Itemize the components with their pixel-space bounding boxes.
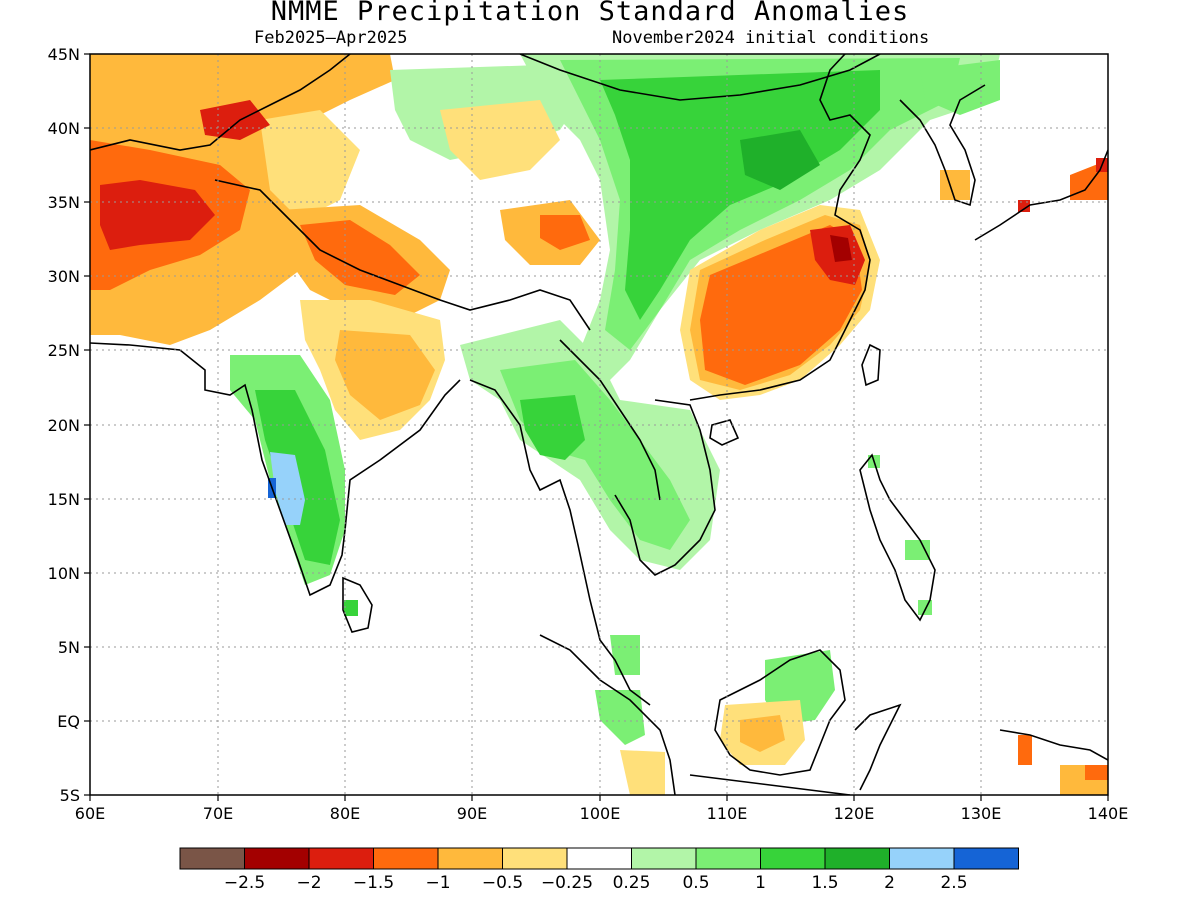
lat-tick-labels: 45N 40N 35N 30N 25N 20N 15N 10N 5N EQ 5S [48, 45, 80, 805]
border-central-asia [90, 54, 351, 151]
colorbar-swatch [631, 847, 697, 870]
forecast-period: Feb2025–Apr2025 [254, 28, 408, 48]
map-title: NMME Precipitation Standard Anomalies [270, 0, 910, 27]
region-india-west-blue [270, 452, 305, 525]
lon-tick-label: 140E [1088, 804, 1129, 823]
region-north-china-dark [740, 130, 820, 190]
lat-tick-label: 25N [48, 341, 80, 360]
coastline-korea [899, 84, 986, 207]
coastline-japan [974, 149, 1108, 241]
coastline-bay-of-bengal-east [469, 379, 651, 706]
colorbar-swatch [953, 847, 1019, 870]
lon-tick-label: 60E [75, 804, 105, 823]
colorbar-swatch [308, 847, 374, 870]
coastline-sulawesi [854, 703, 902, 791]
colorbar-swatch [824, 847, 890, 870]
colorbar-label: −0.5 [482, 873, 523, 893]
coastline-philippines [859, 453, 936, 622]
region-central-india-dry [335, 330, 435, 420]
initial-conditions: November2024 initial conditions [612, 28, 930, 48]
coastline-sumatra [539, 634, 676, 795]
region-sumatra-dry [620, 750, 665, 795]
lat-tick-label: 20N [48, 416, 80, 435]
colorbar-label: −2 [296, 873, 321, 893]
colorbar: −2.5 −2 −1.5 −1 −0.5 −0.25 0.25 0.5 1 1.5 2 2.5 [179, 847, 1019, 893]
coastline-new-guinea [999, 729, 1108, 761]
colorbar-label: −0.25 [541, 873, 593, 893]
lat-tick-label: 10N [48, 564, 80, 583]
colorbar-swatch [244, 847, 310, 870]
lat-tick-label: EQ [57, 712, 80, 731]
colorbar-swatch [373, 847, 439, 870]
colorbar-label: 0.25 [613, 873, 651, 893]
colorbar-label: −2.5 [224, 873, 265, 893]
coastline-java [689, 774, 851, 795]
region-korea-japan-dry [940, 170, 970, 200]
lat-tick-label: 35N [48, 193, 80, 212]
colorbar-label: 1.5 [811, 873, 838, 893]
lat-tick-label: 30N [48, 267, 80, 286]
lat-tick-label: 5N [58, 638, 80, 657]
lat-tick-label: 40N [48, 119, 80, 138]
region-north-china-core [600, 70, 880, 320]
lat-tick-label: 15N [48, 490, 80, 509]
coastline-sri-lanka [342, 576, 373, 633]
lon-tick-label: 120E [834, 804, 875, 823]
lon-tick-labels: 60E 70E 80E 90E 100E 110E 120E 130E 140E [75, 804, 1129, 823]
lon-tick-label: 130E [961, 804, 1002, 823]
region-myanmar-core [520, 395, 585, 460]
lon-tick-label: 110E [707, 804, 748, 823]
gridlines [90, 54, 1108, 795]
region-malaya-wet [610, 635, 640, 675]
lon-tick-label: 90E [457, 804, 487, 823]
coastline-borneo [714, 649, 846, 776]
coastline-india [90, 342, 461, 597]
colorbar-swatch [179, 847, 245, 870]
lat-tick-label: 5S [60, 786, 80, 805]
region-tibet-light-yellow [440, 100, 560, 180]
colorbar-swatch [502, 847, 568, 870]
coastline-indochina [614, 399, 716, 576]
lon-tick-label: 100E [580, 804, 621, 823]
region-sumatra-wet [595, 690, 645, 745]
border-china-mongolia [519, 54, 881, 101]
region-korea-wet [920, 60, 1000, 115]
colorbar-label: 1 [755, 873, 766, 893]
region-tibet-orange [540, 215, 590, 250]
coastline-china [689, 54, 871, 401]
coastline-taiwan [861, 343, 881, 387]
anomaly-field [90, 54, 1108, 795]
colorbar-label: −1 [425, 873, 450, 893]
region-sri-lanka-wet [344, 600, 358, 616]
colorbar-label: 2.5 [940, 873, 967, 893]
lon-tick-label: 80E [330, 804, 360, 823]
region-borneo-dry-core [740, 715, 785, 752]
colorbar-label: 0.5 [682, 873, 709, 893]
colorbar-label: 2 [884, 873, 895, 893]
colorbar-swatch [889, 847, 955, 870]
colorbar-swatch [695, 847, 761, 870]
region-west-asia-light [260, 110, 360, 220]
colorbar-swatch [566, 847, 632, 870]
region-east-china-darkred [830, 235, 852, 262]
lat-tick-label: 45N [48, 45, 80, 64]
coastlines [90, 54, 1108, 795]
region-new-guinea-orange [1018, 735, 1108, 780]
colorbar-label: −1.5 [353, 873, 394, 893]
lon-tick-label: 70E [203, 804, 233, 823]
colorbar-swatch [760, 847, 826, 870]
border-himalaya [214, 179, 591, 331]
colorbar-swatch [437, 847, 503, 870]
region-afghan-red [100, 180, 215, 250]
tick-marks [84, 53, 1109, 801]
